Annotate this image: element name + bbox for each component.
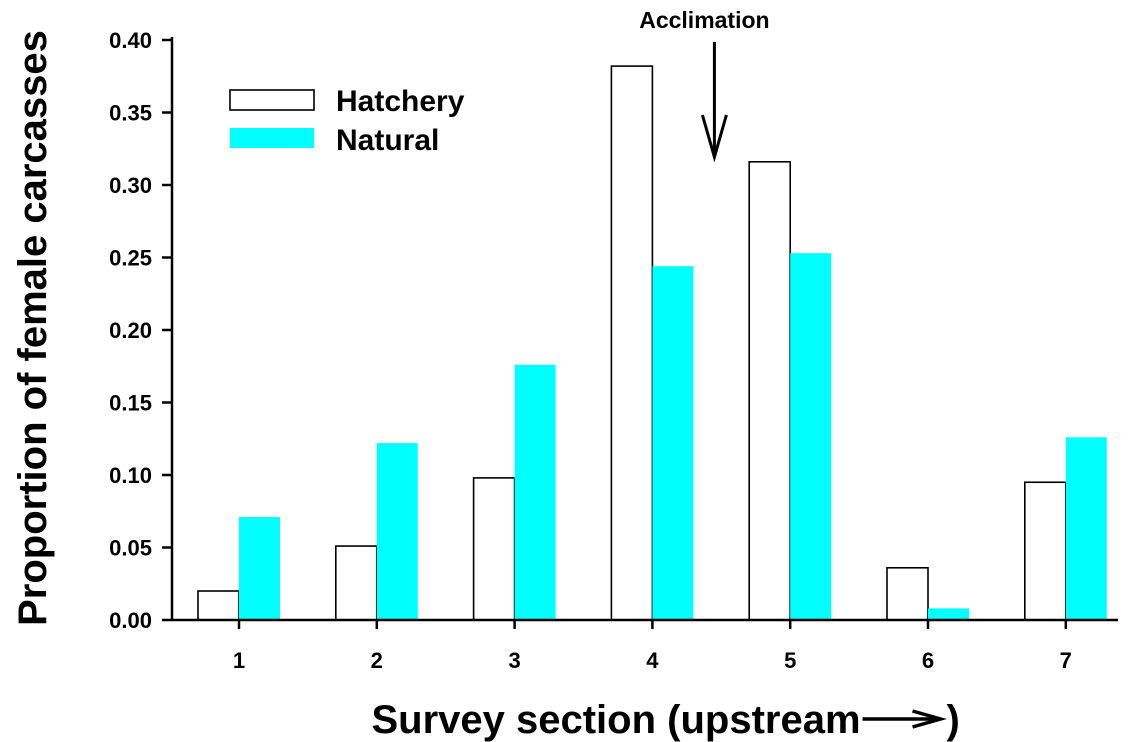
bar-hatchery-7 (1024, 481, 1067, 621)
y-tick-label: 0.00 (109, 608, 152, 633)
x-axis: 1 2 3 4 5 6 7 (172, 618, 1118, 673)
bar-natural-1 (239, 517, 280, 620)
legend-label-natural: Natural (336, 124, 439, 157)
x-axis-title: Survey section (upstream (371, 698, 860, 742)
x-tick-label: 5 (784, 648, 796, 673)
y-tick-label: 0.35 (109, 101, 152, 126)
x-tick-label: 3 (508, 648, 520, 673)
bars-layer (197, 65, 1107, 621)
x-tick-label: 1 (233, 648, 245, 673)
y-axis: 0.00 0.05 0.10 0.15 0.20 0.25 0.30 0.35 0.40 (109, 28, 174, 633)
bar-hatchery-2 (334, 545, 378, 621)
legend-swatch-hatchery (229, 89, 315, 111)
y-tick-label: 0.25 (109, 246, 152, 271)
x-tick-label: 4 (646, 648, 659, 673)
y-tick-label: 0.05 (109, 536, 152, 561)
legend: Hatchery Natural (229, 85, 465, 157)
annotation-label: Acclimation (639, 7, 769, 33)
bar-natural-6 (928, 608, 969, 620)
x-axis-title-closing-paren: ) (947, 698, 960, 742)
y-tick-label: 0.10 (109, 463, 152, 488)
bar-natural-5 (790, 253, 832, 620)
bar-hatchery-5 (748, 161, 792, 621)
y-tick-label: 0.20 (109, 318, 152, 343)
bar-natural-7 (1065, 437, 1107, 620)
x-tick-label: 7 (1060, 648, 1072, 673)
bar-hatchery-4 (610, 65, 654, 621)
y-axis-title: Proportion of female carcasses (11, 30, 55, 626)
y-tick-label: 0.40 (109, 28, 152, 53)
y-tick-label: 0.30 (109, 173, 152, 198)
bar-hatchery-3 (472, 477, 516, 621)
bar-hatchery-6 (886, 566, 929, 621)
legend-swatch-natural (230, 128, 314, 148)
bar-natural-3 (514, 364, 556, 620)
upstream-arrow-icon: ) (862, 698, 960, 742)
bar-natural-2 (376, 443, 418, 620)
x-tick-label: 2 (371, 648, 383, 673)
y-tick-label: 0.15 (109, 391, 152, 416)
bar-hatchery-1 (197, 590, 240, 621)
acclimation-annotation: Acclimation (639, 7, 770, 163)
bar-natural-4 (652, 266, 694, 620)
legend-label-hatchery: Hatchery (336, 85, 465, 118)
annotation-arrow-head (700, 114, 728, 163)
x-tick-label: 6 (922, 648, 934, 673)
